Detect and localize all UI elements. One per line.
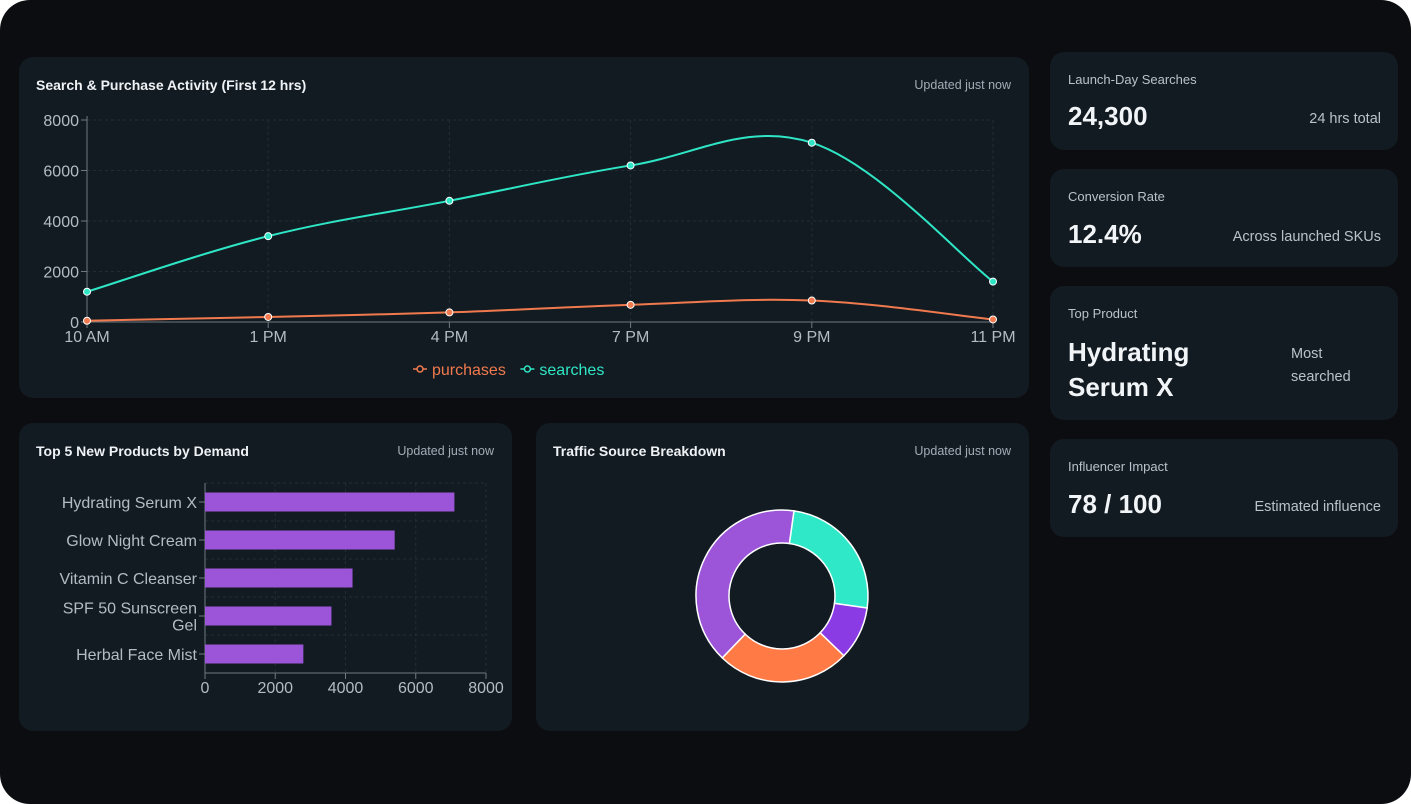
bar-chart-panel: Top 5 New Products by Demand Updated jus…	[19, 423, 512, 731]
line-chart: 0 2000 4000 6000 8000 10 AM 1 PM 4 PM 7 PM 9 PM 11…	[43, 113, 1015, 379]
donut-slice	[721, 631, 845, 683]
x-tick-label: 4000	[328, 680, 364, 697]
kpi-value: 78 / 100	[1068, 489, 1162, 519]
legend-label-purchases: purchases	[432, 362, 506, 379]
x-tick-label: 4 PM	[431, 329, 468, 346]
data-point-purchases	[445, 308, 454, 317]
kpi-note-line: searched	[1291, 369, 1351, 385]
y-tick-label: Herbal Face Mist	[76, 647, 197, 664]
kpi-note-line: Most	[1291, 346, 1323, 362]
kpi-value-line: Serum X	[1068, 372, 1174, 402]
data-point-searches	[807, 138, 816, 147]
data-point-searches	[83, 287, 91, 296]
kpi-card-influencer: Influencer Impact 78 / 100 Estimated inf…	[1050, 439, 1398, 537]
kpi-label: Influencer Impact	[1068, 459, 1168, 474]
data-point-purchases	[989, 315, 997, 324]
x-tick-label: 10 AM	[64, 329, 109, 346]
kpi-note: Across launched SKUs	[1232, 229, 1381, 245]
series-line-searches	[86, 134, 994, 293]
x-tick-label: 11 PM	[970, 329, 1015, 346]
y-tick-label: Vitamin C Cleanser	[59, 571, 197, 588]
line-chart-updated: Updated just now	[914, 78, 1011, 92]
donut-chart-updated: Updated just now	[914, 444, 1011, 458]
kpi-card-top-product: Top Product Hydrating Serum X Most searc…	[1050, 286, 1398, 420]
y-tick-label: Gel	[172, 618, 197, 635]
kpi-label: Conversion Rate	[1068, 189, 1165, 204]
bar-chart-updated: Updated just now	[397, 444, 494, 458]
kpi-note: 24 hrs total	[1309, 111, 1381, 127]
data-point-searches	[626, 161, 635, 170]
data-point-purchases	[83, 316, 91, 325]
bar	[205, 606, 332, 626]
bar-chart: 0 2000 4000 6000 8000 Hydrating Serum X Glow N…	[59, 482, 504, 697]
line-chart-panel: Search & Purchase Activity (First 12 hrs…	[19, 57, 1029, 398]
y-tick-label: 6000	[43, 164, 79, 181]
kpi-card-conversion: Conversion Rate 12.4% Across launched SK…	[1050, 169, 1398, 267]
y-tick-label: 2000	[43, 265, 79, 282]
data-point-purchases	[626, 300, 635, 309]
bar	[205, 568, 353, 588]
donut-slice	[695, 509, 795, 659]
x-tick-label: 2000	[257, 680, 293, 697]
y-tick-label: SPF 50 Sunscreen	[63, 601, 197, 618]
bar	[205, 644, 304, 664]
bar	[205, 492, 455, 512]
kpi-label: Top Product	[1068, 306, 1138, 321]
kpi-value: 12.4%	[1068, 219, 1142, 249]
legend-marker-purchases	[416, 365, 424, 373]
legend-marker-searches	[523, 365, 532, 373]
legend-label-searches: searches	[539, 362, 604, 379]
data-point-searches	[989, 277, 997, 286]
bar	[205, 530, 395, 550]
donut-chart-panel: Traffic Source Breakdown Updated just no…	[536, 423, 1029, 731]
y-tick-label: 0	[70, 315, 79, 332]
donut-slice	[788, 509, 869, 609]
kpi-value: Hydrating Serum X	[1068, 335, 1189, 405]
data-point-searches	[445, 196, 454, 205]
x-tick-label: 9 PM	[793, 329, 830, 346]
x-tick-label: 0	[201, 680, 210, 697]
y-tick-label: Glow Night Cream	[66, 533, 197, 550]
data-point-searches	[264, 232, 273, 241]
kpi-value: 24,300	[1068, 101, 1148, 131]
y-tick-label: 4000	[43, 214, 79, 231]
data-point-purchases	[264, 312, 273, 321]
bar-chart-title: Top 5 New Products by Demand	[36, 443, 249, 459]
kpi-note: Estimated influence	[1254, 499, 1381, 515]
series-line-purchases	[86, 298, 994, 322]
donut-chart-title: Traffic Source Breakdown	[553, 443, 726, 459]
y-tick-label: 8000	[43, 113, 79, 130]
donut-chart	[695, 509, 869, 683]
line-chart-title: Search & Purchase Activity (First 12 hrs…	[36, 77, 307, 93]
x-tick-label: 7 PM	[612, 329, 649, 346]
kpi-label: Launch-Day Searches	[1068, 72, 1197, 87]
x-tick-label: 6000	[398, 680, 434, 697]
x-tick-label: 8000	[468, 680, 504, 697]
kpi-card-searches: Launch-Day Searches 24,300 24 hrs total	[1050, 52, 1398, 150]
y-tick-label: Hydrating Serum X	[62, 495, 197, 512]
x-tick-label: 1 PM	[250, 329, 287, 346]
kpi-note: Most searched	[1291, 343, 1351, 389]
data-point-purchases	[807, 296, 816, 305]
kpi-value-line: Hydrating	[1068, 337, 1190, 367]
